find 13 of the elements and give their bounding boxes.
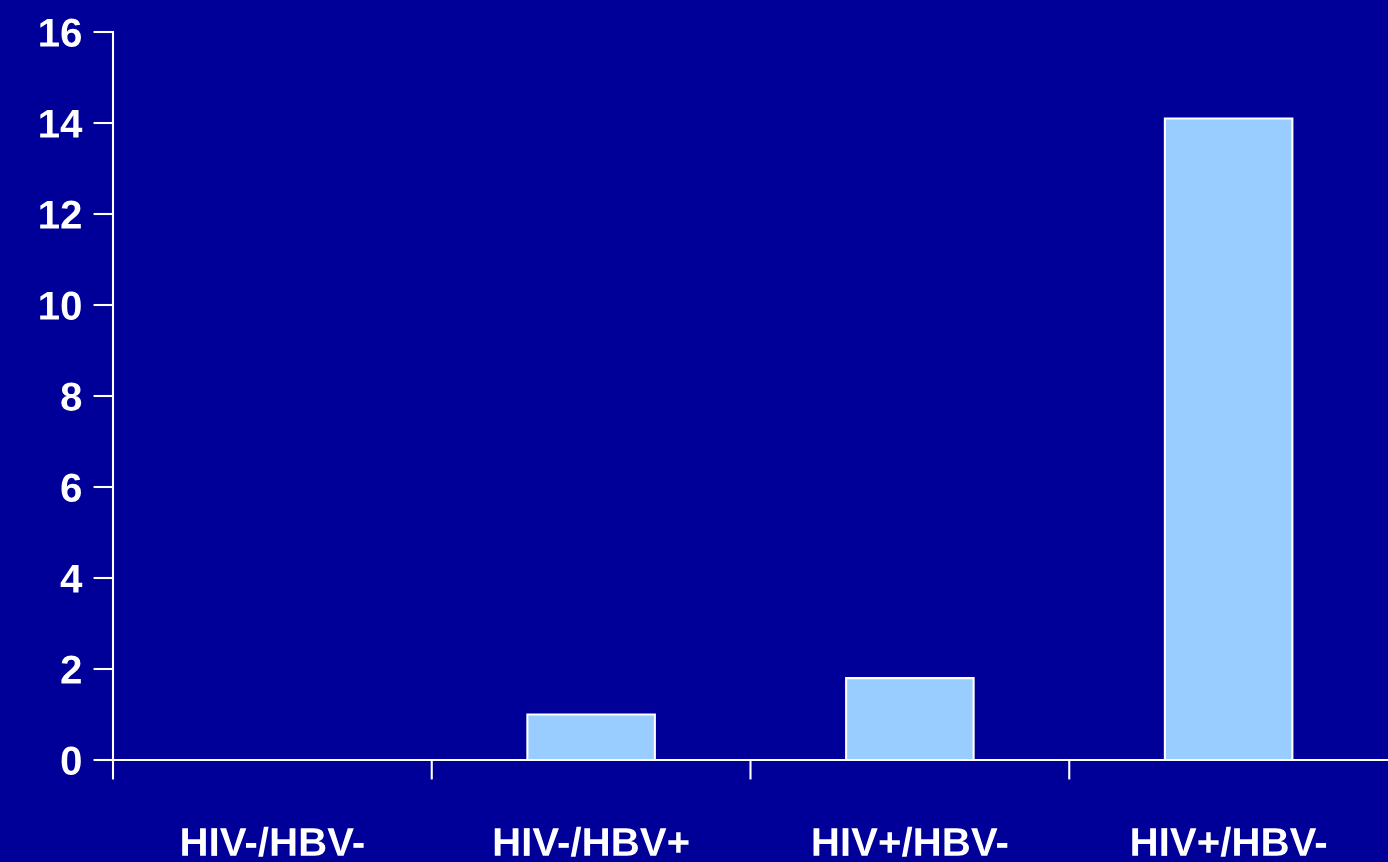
y-tick-label: 8	[61, 382, 82, 411]
y-tick-label: 0	[61, 746, 81, 775]
y-tick-label: 16	[40, 18, 81, 47]
y-tick-label: 10	[40, 291, 81, 320]
y-tick-label: 6	[61, 473, 81, 502]
y-tick-label: 4	[60, 564, 83, 593]
y-tick-label: 2	[61, 655, 81, 684]
x-tick-label: HIV-/HBV-	[182, 826, 364, 857]
x-tick-label: HIV-/HBV+	[494, 826, 689, 857]
x-tick-label: HIV+/HBV-	[813, 826, 1008, 857]
y-tick-label: 14	[40, 109, 83, 138]
y-tick-label: 12	[40, 200, 81, 229]
x-tick-label: HIV+/HBV-	[1132, 826, 1327, 857]
